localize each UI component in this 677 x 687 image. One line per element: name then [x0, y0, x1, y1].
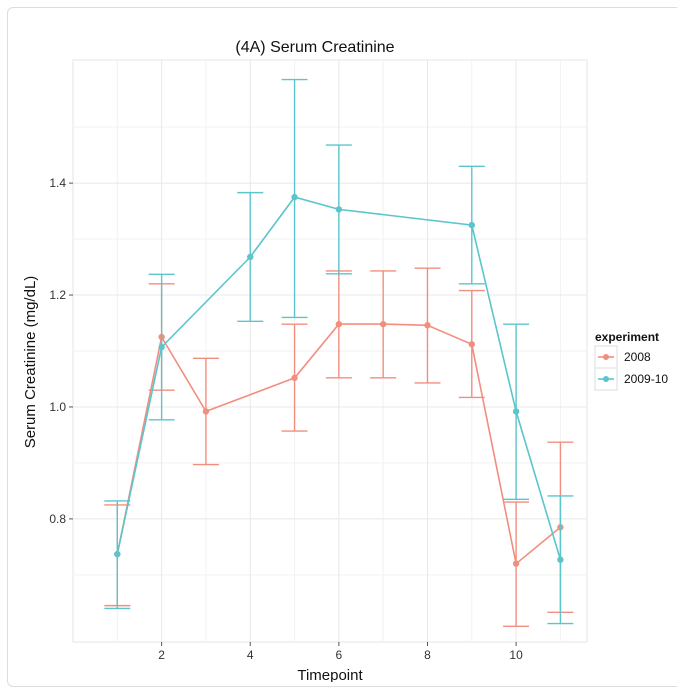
y-tick-label: 1.2: [49, 288, 66, 302]
legend-label: 2009-10: [624, 372, 668, 386]
data-point: [512, 408, 520, 415]
data-point: [424, 322, 431, 329]
legend-label: 2008: [624, 350, 651, 364]
legend-title: experiment: [595, 330, 659, 344]
data-point: [512, 560, 520, 567]
x-tick-label: 2: [158, 648, 165, 662]
y-axis-title: Serum Creatinine (mg/dL): [22, 276, 39, 449]
series-line: [116, 323, 561, 566]
data-point: [468, 221, 475, 229]
series-line: [116, 196, 562, 560]
legend-point: [603, 376, 609, 382]
plot-area: 2 4 6 8 10 0.8 1.0 1.2 1.4: [49, 59, 588, 662]
y-tick-label: 0.8: [49, 512, 66, 526]
data-point: [468, 341, 475, 348]
data-point: [114, 550, 121, 558]
data-point: [291, 193, 298, 201]
x-tick-label: 4: [247, 648, 254, 662]
y-tick-label: 1.4: [49, 176, 66, 190]
data-point: [335, 206, 343, 213]
legend-point: [603, 354, 609, 360]
legend: experiment 2008 2009-10: [594, 330, 668, 391]
data-point: [158, 343, 165, 351]
x-tick-label: 6: [336, 648, 343, 662]
data-point: [557, 556, 564, 563]
y-tick-label: 1.0: [49, 400, 66, 414]
data-point: [335, 320, 343, 328]
x-tick-label: 10: [509, 648, 523, 662]
series-2009-10: [104, 78, 574, 625]
x-tick-label: 8: [424, 648, 431, 662]
x-axis-title: Timepoint: [297, 667, 363, 682]
chart-title: (4A) Serum Creatinine: [235, 39, 394, 56]
data-point: [202, 408, 210, 415]
data-point: [247, 253, 254, 261]
data-point: [291, 374, 298, 382]
data-point: [379, 320, 387, 328]
